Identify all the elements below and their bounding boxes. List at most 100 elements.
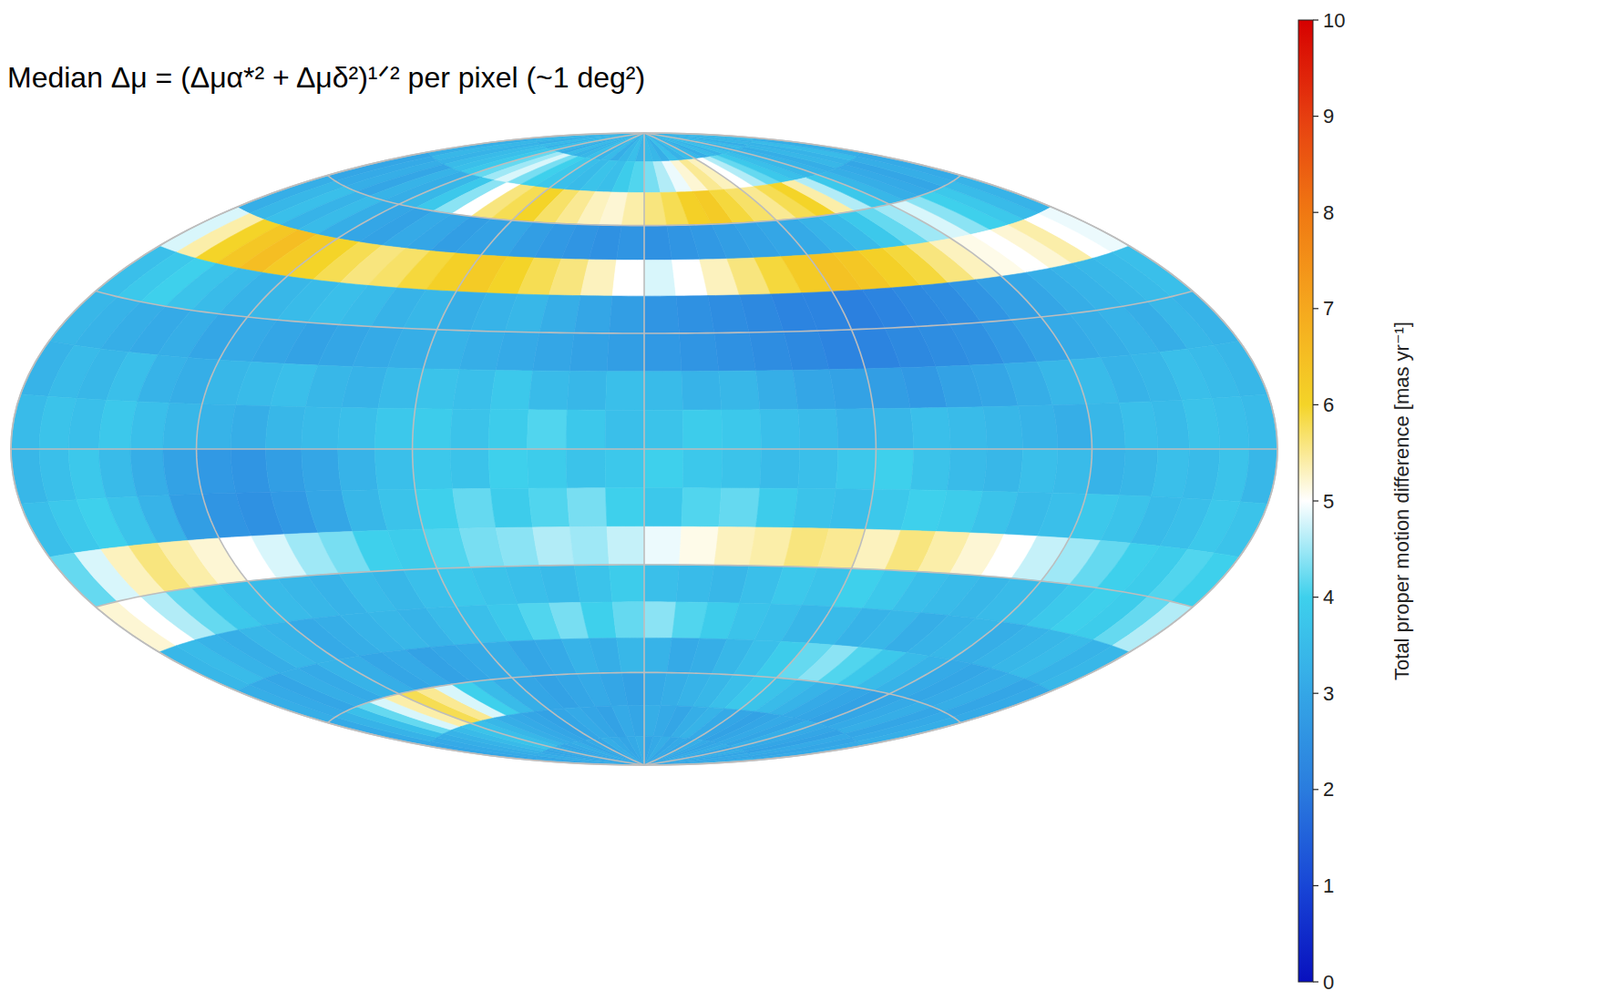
cell: [566, 370, 607, 411]
parallel: [328, 672, 962, 723]
cell: [196, 449, 236, 494]
cell: [1017, 449, 1058, 493]
cell: [721, 410, 762, 450]
cell: [495, 331, 540, 371]
cell: [569, 333, 609, 372]
parallel: [328, 174, 962, 226]
cell: [1240, 394, 1278, 450]
cell: [612, 259, 645, 297]
cell: [539, 564, 581, 604]
cell: [718, 370, 760, 411]
cell: [910, 449, 951, 491]
cell: [539, 295, 581, 334]
map-outline: [10, 133, 1278, 766]
cell: [759, 449, 800, 489]
cell: [755, 370, 798, 411]
cell: [1052, 449, 1092, 494]
cell: [1017, 405, 1058, 450]
cell: [635, 133, 645, 163]
cell: [606, 526, 645, 565]
cell: [574, 564, 613, 603]
cell: [714, 527, 757, 567]
parallel: [95, 564, 1193, 607]
cell: [528, 370, 570, 411]
cell: [412, 449, 453, 490]
cell: [374, 449, 415, 491]
cell: [644, 564, 679, 603]
cell: [605, 410, 645, 450]
cell: [681, 488, 722, 528]
cell: [644, 333, 682, 372]
cell: [605, 371, 645, 411]
cell: [953, 685, 1052, 724]
cell: [718, 488, 760, 528]
cell: [527, 449, 568, 489]
cell: [983, 406, 1024, 450]
cell: [374, 408, 415, 450]
cell: [1170, 291, 1240, 346]
cell: [792, 369, 836, 411]
cell: [616, 637, 645, 673]
colorbar: [1298, 20, 1313, 983]
cell: [676, 296, 715, 334]
cell: [644, 526, 682, 565]
colorbar-tick-label: 9: [1323, 104, 1334, 128]
colorbar-tick-label: 2: [1323, 778, 1334, 801]
cell: [792, 488, 836, 529]
colorbar-tick: [1312, 404, 1319, 406]
colorbar-tick: [1312, 212, 1319, 214]
cell: [1112, 246, 1193, 298]
cell: [569, 526, 609, 565]
colorbar-tick: [1312, 307, 1319, 309]
cell: [412, 409, 453, 450]
colorbar-tick-label: 5: [1323, 490, 1334, 513]
cell: [1240, 449, 1278, 504]
cell: [644, 371, 683, 411]
cell: [488, 410, 529, 450]
cell: [644, 449, 684, 489]
cell: [835, 449, 876, 490]
cell: [301, 407, 342, 450]
colorbar-tick-label: 6: [1323, 393, 1334, 417]
cell: [644, 410, 684, 450]
colorbar-tick: [1312, 693, 1319, 695]
cell: [612, 602, 645, 639]
parallel: [10, 448, 1278, 451]
colorbar-tick: [1312, 596, 1319, 598]
title: Median Δμ = (Δμα*² + Δμδ²)¹ᐟ² per pixel …: [7, 61, 646, 94]
cell: [1213, 502, 1268, 558]
cell: [565, 410, 606, 450]
cell: [452, 488, 496, 529]
cell: [755, 488, 798, 528]
page: {"chart_data": { "type": "heatmap", "tit…: [0, 0, 1600, 1001]
cell: [759, 410, 800, 450]
cell: [1038, 206, 1129, 253]
cell: [1052, 404, 1092, 450]
cell: [580, 602, 616, 639]
cell: [983, 449, 1024, 493]
colorbar-tick: [1312, 115, 1319, 117]
cell: [621, 192, 645, 226]
cell: [627, 161, 645, 193]
colorbar-tick-label: 10: [1323, 9, 1345, 32]
cell: [644, 602, 677, 639]
cell: [565, 449, 606, 489]
cell: [566, 488, 607, 528]
cell: [621, 672, 645, 706]
cell: [617, 133, 645, 162]
cell: [490, 488, 533, 528]
cell: [488, 449, 529, 489]
cell: [835, 409, 876, 450]
figure: Median Δμ = (Δμα*² + Δμδ²)¹ᐟ² per pixel …: [0, 0, 1600, 1001]
cell: [605, 488, 645, 528]
cell: [450, 449, 491, 490]
cell: [452, 369, 496, 411]
colorbar-tick-label: 1: [1323, 874, 1334, 898]
cell: [798, 449, 839, 490]
colorbar-tick: [1312, 500, 1319, 502]
cell: [714, 332, 757, 372]
cell: [627, 705, 645, 737]
cell: [1118, 449, 1159, 497]
cell: [609, 296, 645, 334]
cell: [616, 225, 645, 260]
